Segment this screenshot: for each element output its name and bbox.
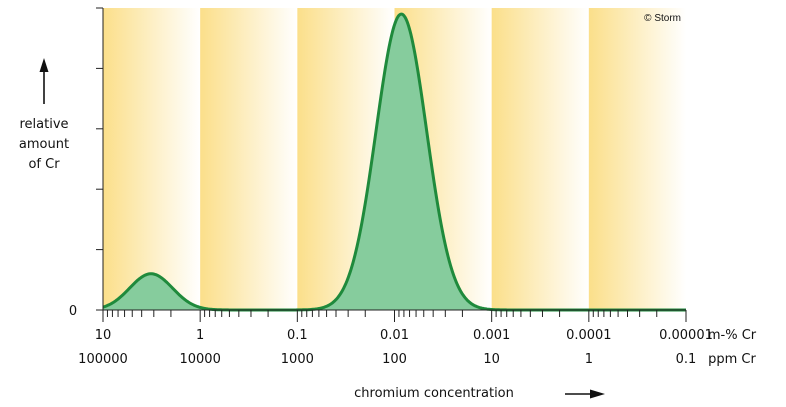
x-secondary-tick-label: 100000 bbox=[78, 352, 128, 367]
x-ticks bbox=[102, 310, 687, 322]
ylabel-line-3: of Cr bbox=[28, 157, 60, 172]
x-primary-tick-label: 0.00001 bbox=[659, 328, 713, 343]
x-primary-tick-label: 0.01 bbox=[380, 328, 409, 343]
x-primary-tick-label: 0.001 bbox=[473, 328, 510, 343]
x-secondary-tick-label: 1000 bbox=[281, 352, 314, 367]
x-secondary-tick-label: 0.1 bbox=[676, 352, 697, 367]
x-primary-tick-label: 0.0001 bbox=[566, 328, 612, 343]
ylabel-line-2: amount bbox=[19, 137, 69, 152]
series-area-fill bbox=[103, 14, 686, 310]
decade-band bbox=[588, 8, 686, 310]
x-primary-unit-label: m-% Cr bbox=[708, 328, 757, 343]
x-secondary-unit-label: ppm Cr bbox=[708, 352, 756, 367]
decade-band bbox=[103, 8, 201, 310]
decade-bands bbox=[103, 8, 686, 310]
decade-band bbox=[200, 8, 298, 310]
y-ticks bbox=[96, 7, 103, 311]
x-arrow-icon bbox=[590, 389, 605, 399]
x-primary-tick-label: 1 bbox=[196, 328, 204, 343]
x-primary-tick-label: 10 bbox=[95, 328, 112, 343]
ylabel-line-1: relative bbox=[19, 117, 68, 132]
y-arrow-icon bbox=[39, 58, 49, 72]
x-secondary-tick-label: 10000 bbox=[179, 352, 220, 367]
x-secondary-tick-label: 10 bbox=[483, 352, 500, 367]
x-tick-labels: 10 100000 1 10000 0.1 1000 0.01 100 0.001 10 0.000… bbox=[78, 328, 713, 367]
x-secondary-tick-label: 100 bbox=[382, 352, 407, 367]
decade-band bbox=[491, 8, 589, 310]
x-secondary-tick-label: 1 bbox=[585, 352, 593, 367]
credit-label: © Storm bbox=[644, 13, 681, 24]
y-zero-label: 0 bbox=[69, 304, 77, 319]
x-primary-tick-label: 0.1 bbox=[287, 328, 308, 343]
x-axis-title: chromium concentration bbox=[354, 386, 514, 401]
